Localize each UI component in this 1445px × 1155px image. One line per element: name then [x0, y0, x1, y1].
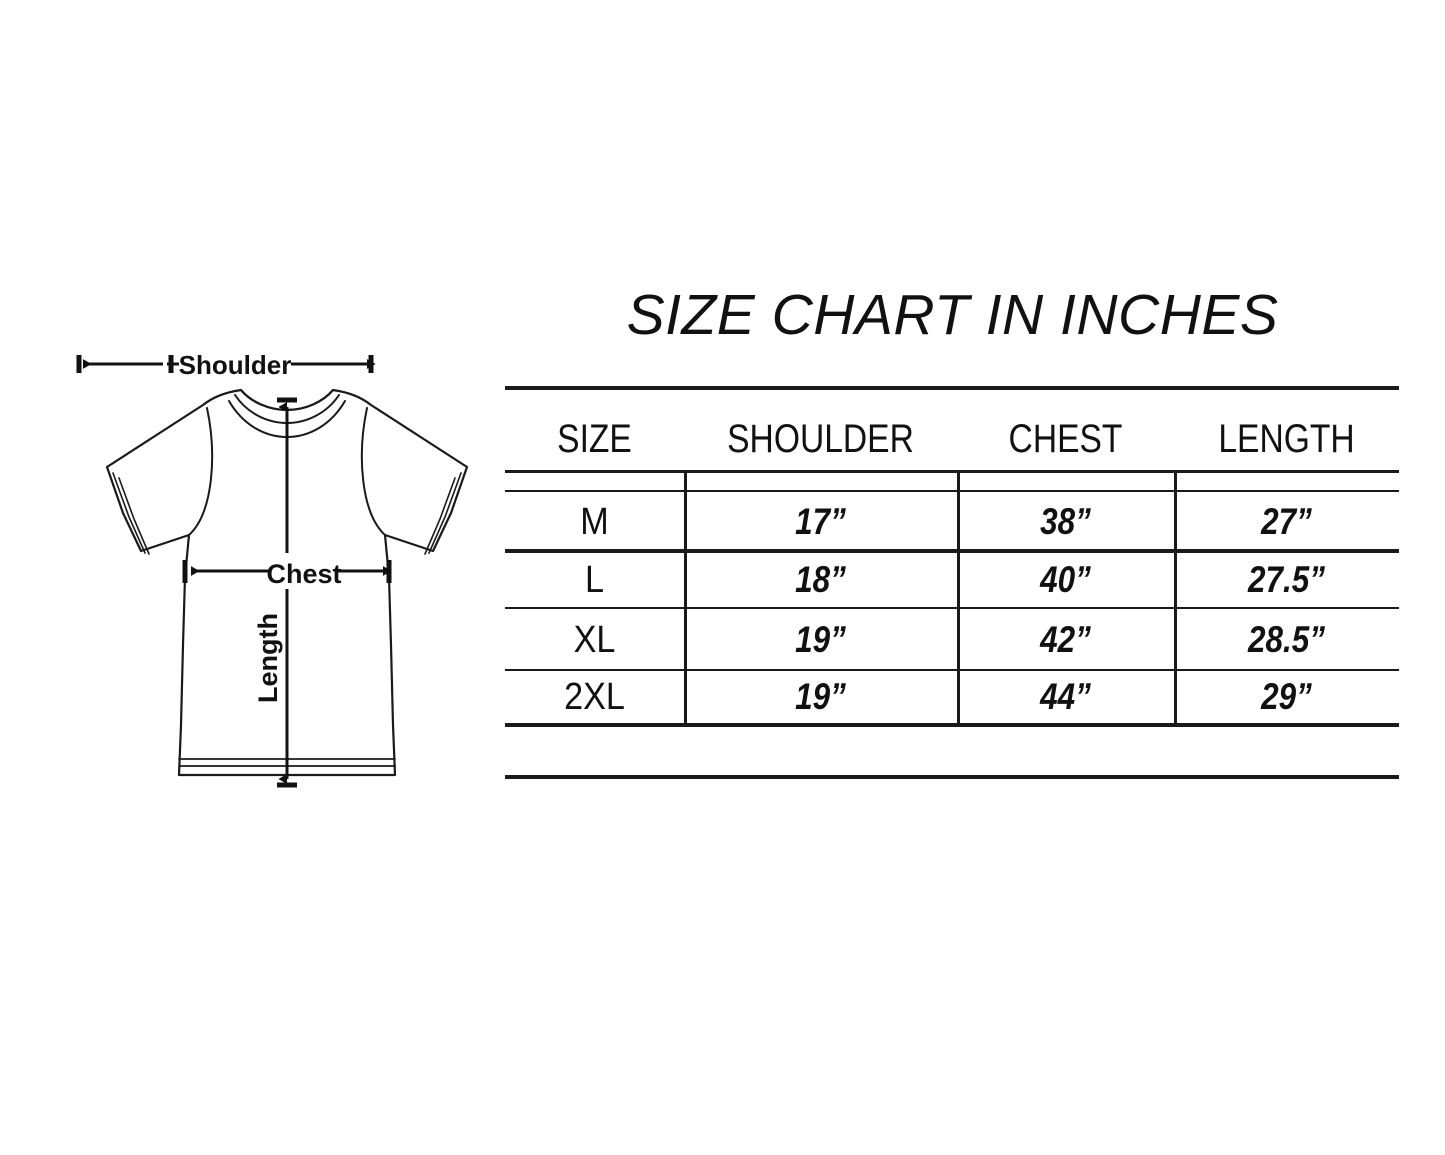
table-cell-length-2xl: 29”	[1261, 676, 1312, 717]
chest-label-backdrop	[271, 553, 337, 589]
column-header-length: LENGTH	[1218, 417, 1355, 461]
column-header-chest: CHEST	[1008, 417, 1123, 461]
table-cell-shoulder-m: 17”	[795, 501, 846, 542]
length-label-backdrop	[251, 603, 285, 713]
column-header-shoulder: SHOULDER	[727, 417, 914, 461]
left-cuff-hem	[112, 472, 146, 554]
right-cuff-hem-inner	[424, 477, 456, 555]
right-armhole-seam	[360, 407, 386, 536]
table-cell-shoulder-2xl: 19”	[795, 676, 846, 717]
table-cell-length-xl: 28.5”	[1248, 619, 1325, 660]
header-bottom-rule-b	[505, 490, 1399, 492]
column-divider-2	[957, 472, 960, 725]
length-label: Length	[253, 613, 283, 703]
table-cell-chest-2xl: 44”	[1040, 676, 1091, 717]
table-cell-length-l: 27.5”	[1248, 559, 1325, 600]
detached-bottom-rule	[505, 775, 1399, 779]
size-chart-table: SIZE SHOULDER CHEST LENGTH M 17” 38” 27”…	[505, 386, 1399, 786]
shoulder-label: Shoulder	[179, 350, 292, 380]
chest-label: Chest	[266, 559, 341, 589]
right-cuff-hem	[428, 472, 462, 554]
table-row-size-m: M	[580, 501, 609, 543]
page-title: SIZE CHART IN INCHES	[626, 283, 1279, 347]
column-divider-1	[684, 472, 687, 725]
table-cell-chest-xl: 42”	[1040, 619, 1091, 660]
column-divider-3	[1174, 472, 1177, 725]
table-cell-chest-m: 38”	[1040, 501, 1091, 542]
row-separator-l	[505, 607, 1399, 609]
table-row-size-2xl: 2XL	[564, 676, 625, 718]
table-bottom-rule	[505, 723, 1399, 727]
row-separator-m	[505, 549, 1399, 553]
table-cell-length-m: 27”	[1261, 501, 1312, 542]
table-row-size-xl: XL	[573, 619, 616, 661]
table-row-size-l: L	[584, 559, 605, 601]
shoulder-label-backdrop	[179, 347, 291, 381]
header-bottom-rule-a	[505, 470, 1399, 473]
row-separator-xl	[505, 669, 1399, 671]
shoulder-arrow-right-half	[285, 355, 376, 373]
table-cell-chest-l: 40”	[1040, 559, 1091, 600]
table-top-rule	[505, 386, 1399, 390]
column-header-size: SIZE	[557, 417, 632, 461]
table-cell-shoulder-xl: 19”	[795, 619, 846, 660]
left-armhole-seam	[188, 407, 214, 536]
tshirt-diagram: Shoulder Chest Length	[55, 345, 495, 815]
left-cuff-hem-inner	[118, 477, 150, 555]
table-cell-shoulder-l: 18”	[795, 559, 846, 600]
chest-measure-group	[182, 560, 392, 583]
